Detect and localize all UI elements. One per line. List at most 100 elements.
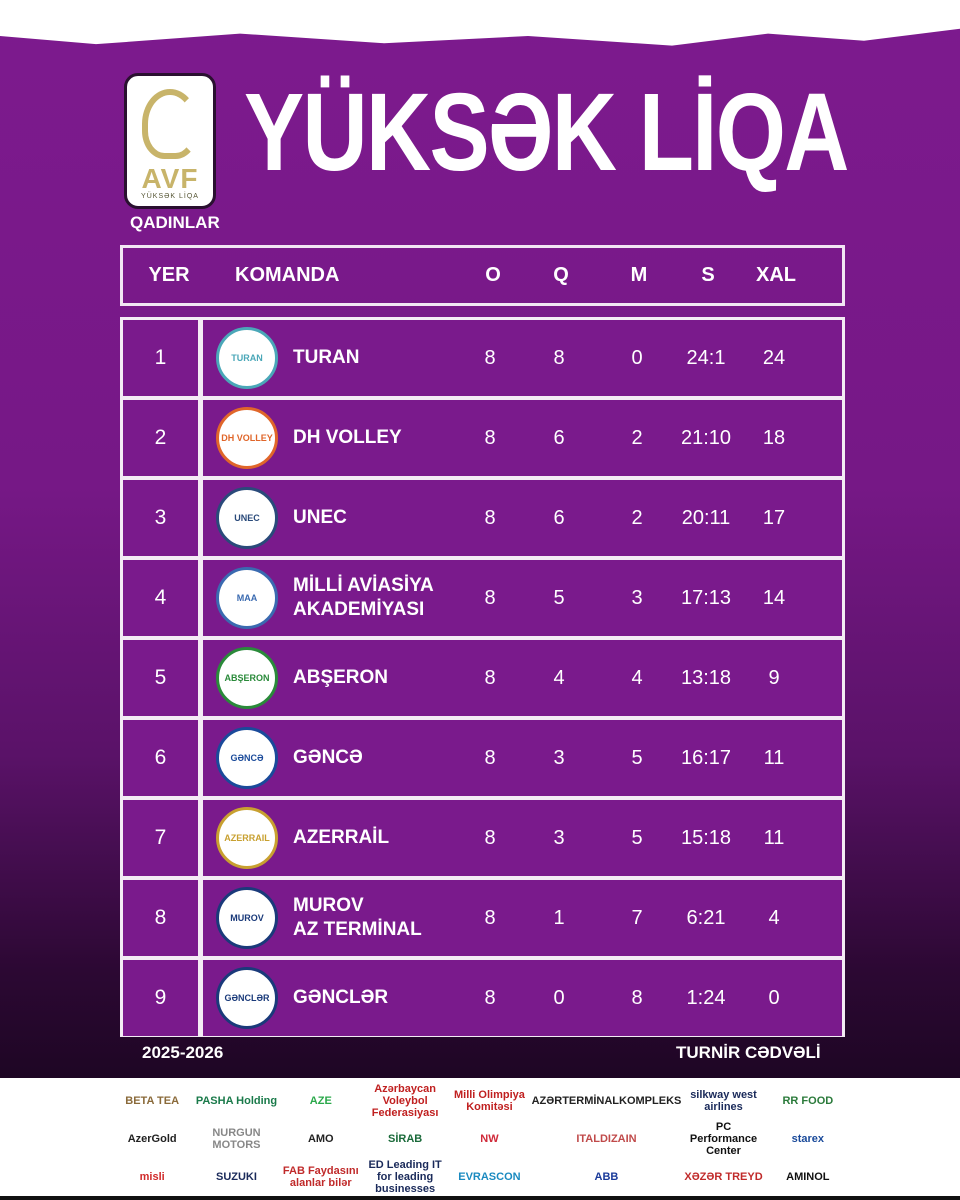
bottom-bar (0, 1196, 960, 1200)
team-cell: GƏNCLƏR GƏNCLƏR 8 0 8 1:24 0 (203, 960, 842, 1036)
volleyball-player-icon (142, 89, 198, 159)
logo-subtext: YÜKSƏK LİQA (141, 193, 199, 200)
table-row: 2 DH VOLLEY DH VOLLEY 8 6 2 21:10 18 (123, 400, 842, 476)
losses: 0 (631, 346, 643, 369)
team-name: TURAN (293, 347, 360, 369)
points: 17 (762, 506, 786, 529)
position: 3 (123, 480, 198, 556)
sponsor-logo: SUZUKI (215, 1170, 257, 1183)
team-crest-icon: ABŞERON (216, 647, 278, 709)
team-cell: ABŞERON ABŞERON 8 4 4 13:18 9 (203, 640, 842, 716)
team-crest-icon: MAA (216, 567, 278, 629)
sponsor-logo: SİRAB (387, 1132, 423, 1145)
team-name: GƏNCƏ (293, 747, 363, 769)
losses: 8 (631, 986, 643, 1009)
position: 8 (123, 880, 198, 956)
position: 6 (123, 720, 198, 796)
sponsor-logo: FAB Faydasını alanlar bilər (282, 1164, 359, 1189)
sponsor-logo: AzerGold (127, 1132, 177, 1145)
sets: 17:13 (680, 586, 732, 609)
team-name: GƏNCLƏR (293, 987, 389, 1009)
team-cell: MAA MİLLİ AVİASİYA AKADEMİYASI 8 5 3 17:… (203, 560, 842, 636)
sets: 21:10 (680, 426, 732, 449)
table-label: TURNİR CƏDVƏLİ (676, 1043, 821, 1062)
col-pos: YER (148, 264, 190, 286)
sponsor-logo: ITALDIZAIN (576, 1132, 637, 1145)
team-name: ABŞERON (293, 667, 389, 689)
sponsor-logo: PC Performance Center (689, 1120, 758, 1158)
sponsor-logos: BETA TEA PASHA Holding AZE Azərbaycan Voley… (110, 1082, 850, 1196)
sponsor-logo: RR FOOD (782, 1094, 834, 1107)
points: 18 (762, 426, 786, 449)
points: 14 (762, 586, 786, 609)
points: 11 (763, 746, 785, 769)
sponsor-logo: starex (791, 1132, 825, 1145)
poster-background: AVF YÜKSƏK LİQA QADINLAR YÜKSƏK LİQA YER… (0, 0, 960, 1078)
sponsor-logo: AZE (309, 1094, 332, 1107)
sponsor-logo: BETA TEA (125, 1094, 180, 1107)
table-header: YER KOMANDA O Q M S XAL (120, 245, 845, 306)
team-name: MİLLİ AVİASİYA AKADEMİYASI (293, 575, 434, 620)
sponsor-logo: PASHA Holding (195, 1094, 278, 1107)
sponsor-logo: ABB (594, 1170, 619, 1183)
team-crest-icon: MUROV (216, 887, 278, 949)
sponsor-logo: AMINOL (786, 1170, 830, 1183)
category-label: QADINLAR (130, 213, 220, 232)
table-row: 7 AZERRAIL AZERRAİL 8 3 5 15:18 11 (123, 800, 842, 876)
wins: 4 (553, 666, 565, 689)
season-label: 2025-2026 (142, 1043, 224, 1062)
sets: 20:11 (681, 506, 731, 529)
points: 4 (768, 906, 780, 929)
team-name: AZERRAİL (293, 827, 390, 849)
points: 0 (768, 986, 780, 1009)
table-row: 1 TURAN TURAN 8 8 0 24:1 24 (123, 320, 842, 396)
losses: 3 (631, 586, 643, 609)
sponsor-logo: Azərbaycan Voleybol Federasiyası (371, 1082, 439, 1120)
wins: 6 (553, 506, 565, 529)
sponsor-logo: misli (139, 1170, 165, 1183)
team-crest-icon: AZERRAIL (216, 807, 278, 869)
sponsor-logo: Milli Olimpiya Komitəsi (453, 1088, 525, 1113)
played: 8 (484, 426, 496, 449)
sets: 16:17 (680, 746, 732, 769)
sponsor-logo: EVRASCON (458, 1170, 521, 1183)
sponsor-logo: NURGUN MOTORS (212, 1126, 261, 1151)
position: 5 (123, 640, 198, 716)
table-row: 8 MUROV MUROV AZ TERMİNAL 8 1 7 6:21 4 (123, 880, 842, 956)
sets: 1:24 (686, 986, 726, 1009)
team-name: DH VOLLEY (293, 427, 402, 449)
sets: 6:21 (686, 906, 726, 929)
table-row: 3 UNEC UNEC 8 6 2 20:11 17 (123, 480, 842, 556)
team-crest-icon: GƏNCƏ (216, 727, 278, 789)
col-m: M (630, 264, 648, 286)
table-row: 9 GƏNCLƏR GƏNCLƏR 8 0 8 1:24 0 (123, 960, 842, 1036)
table-row: 6 GƏNCƏ GƏNCƏ 8 3 5 16:17 11 (123, 720, 842, 796)
table-row: 4 MAA MİLLİ AVİASİYA AKADEMİYASI 8 5 3 1… (123, 560, 842, 636)
position: 2 (123, 400, 198, 476)
table-row: 5 ABŞERON ABŞERON 8 4 4 13:18 9 (123, 640, 842, 716)
sponsor-logo: ED Leading IT for leading businesses (368, 1158, 442, 1196)
played: 8 (484, 746, 496, 769)
wins: 8 (553, 346, 565, 369)
position: 4 (123, 560, 198, 636)
col-xal: XAL (756, 264, 796, 286)
points: 24 (762, 346, 786, 369)
position: 1 (123, 320, 198, 396)
col-q: Q (553, 264, 569, 286)
col-s: S (701, 264, 715, 286)
team-name: UNEC (293, 507, 347, 529)
team-crest-icon: DH VOLLEY (216, 407, 278, 469)
points: 11 (763, 826, 785, 849)
page-title: YÜKSƏK LİQA (244, 71, 849, 194)
position: 9 (123, 960, 198, 1036)
wins: 5 (553, 586, 565, 609)
played: 8 (484, 826, 496, 849)
logo-text: AVF (141, 163, 199, 194)
col-o: O (485, 264, 501, 286)
standings-table: 1 TURAN TURAN 8 8 0 24:1 24 2 DH VOLLEY … (120, 317, 845, 1037)
played: 8 (484, 666, 496, 689)
team-crest-icon: UNEC (216, 487, 278, 549)
team-cell: DH VOLLEY DH VOLLEY 8 6 2 21:10 18 (203, 400, 842, 476)
team-cell: AZERRAIL AZERRAİL 8 3 5 15:18 11 (203, 800, 842, 876)
team-cell: UNEC UNEC 8 6 2 20:11 17 (203, 480, 842, 556)
